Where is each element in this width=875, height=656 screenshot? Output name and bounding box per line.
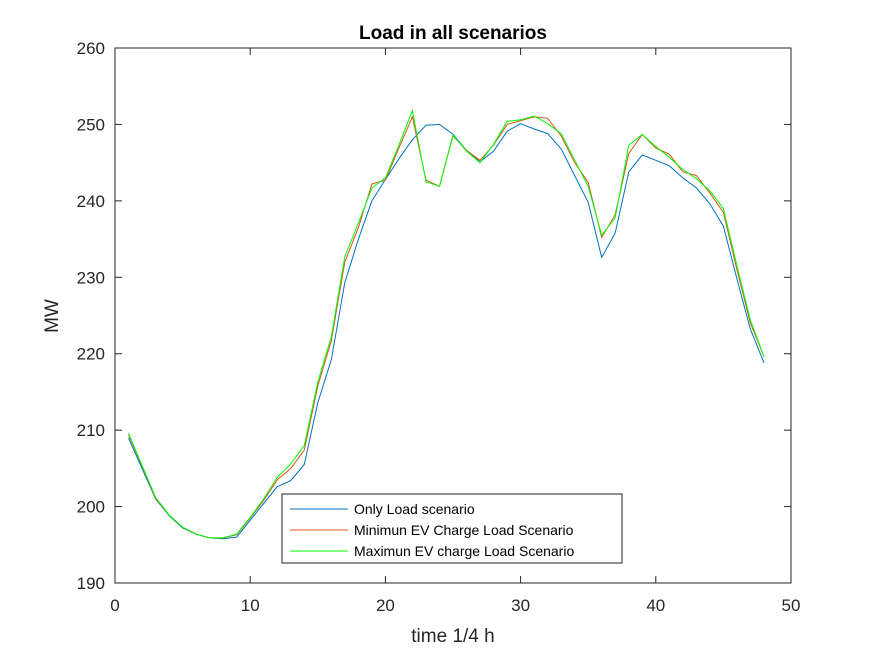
legend: Only Load scenario Minimun EV Charge Load… bbox=[281, 493, 623, 564]
ticks-group: 0 10 20 30 40 50 190 200 210 220 230 240 250 260 bbox=[77, 39, 801, 615]
y-tick-label: 260 bbox=[77, 39, 105, 58]
x-tick-label: 10 bbox=[241, 596, 260, 615]
y-tick-label: 210 bbox=[77, 421, 105, 440]
x-tick-label: 50 bbox=[782, 596, 801, 615]
x-tick-label: 20 bbox=[376, 596, 395, 615]
y-tick-label: 220 bbox=[77, 345, 105, 364]
y-tick-label: 250 bbox=[77, 115, 105, 134]
series-line-1 bbox=[128, 123, 765, 540]
x-tick-label: 0 bbox=[110, 596, 119, 615]
legend-label: Minimun EV Charge Load Scenario bbox=[354, 522, 574, 538]
legend-label: Only Load scenario bbox=[354, 501, 475, 517]
x-tick-label: 30 bbox=[511, 596, 530, 615]
y-tick-label: 230 bbox=[77, 268, 105, 287]
y-tick-label: 190 bbox=[77, 574, 105, 593]
axes-box bbox=[114, 47, 792, 584]
x-tick-label: 40 bbox=[646, 596, 665, 615]
legend-label: Maximun EV charge Load Scenario bbox=[354, 543, 574, 559]
series-group bbox=[128, 108, 765, 540]
y-tick-label: 240 bbox=[77, 192, 105, 211]
chart-title: Load in all scenarios bbox=[359, 23, 547, 44]
y-tick-label: 200 bbox=[77, 498, 105, 517]
series-line-3 bbox=[128, 108, 765, 539]
x-axis-label: time 1/4 h bbox=[411, 626, 494, 647]
y-axis-label: MW bbox=[42, 299, 63, 333]
